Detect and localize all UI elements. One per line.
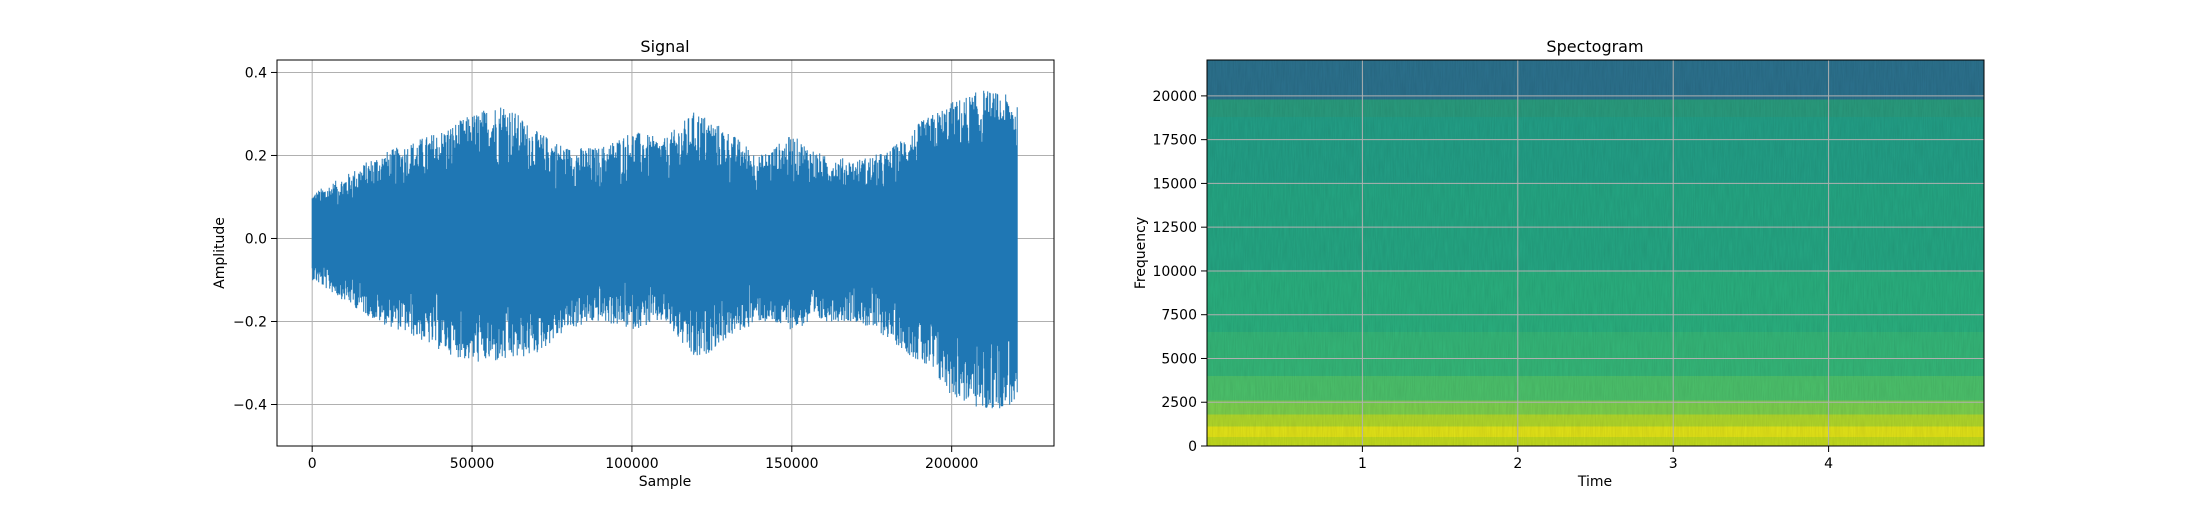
spectrogram-y-tick-label: 17500	[1152, 133, 1197, 149]
spectrogram-x-tick-label: 3	[1669, 456, 1678, 472]
spectrogram-y-tick-label: 10000	[1152, 264, 1197, 280]
signal-x-tick-label: 50000	[450, 456, 495, 472]
spectrogram-ticks: 1 2 3 4 0 2500 5000 7500 10000 12500 15000 17500 200…	[1152, 89, 1833, 472]
signal-ticks: 0 50000 100000 150000 200000 −0.4 −0.2 0.0 0.2 0.…	[233, 65, 978, 472]
spectrogram-y-tick-label: 0	[1188, 439, 1197, 455]
spectrogram-y-tick-label: 12500	[1152, 220, 1197, 236]
signal-chart: Signal 0 50000 100000 150000 200000−0.4−0.20…	[212, 37, 1055, 490]
signal-axes-frame	[276, 59, 1055, 447]
spectrogram-x-tick-label: 2	[1513, 456, 1522, 472]
signal-y-tick-label: 0.2	[245, 148, 267, 164]
spectrogram-grid	[1207, 60, 1984, 447]
spectrogram-y-tick-label: 7500	[1161, 308, 1197, 324]
signal-x-tick-label: 0	[308, 456, 317, 472]
spectrogram-y-tick-label: 15000	[1152, 176, 1197, 192]
spectrogram-x-axis-label: Time	[1577, 474, 1612, 490]
spectrogram-chart-title: Spectogram	[1546, 37, 1643, 56]
spectrogram-x-tick-label: 4	[1824, 456, 1833, 472]
signal-y-tick-label: 0.4	[245, 65, 267, 81]
spectrogram-y-axis-label: Frequency	[1133, 217, 1149, 289]
signal-y-tick-label: −0.2	[233, 314, 267, 330]
signal-chart-title: Signal	[640, 37, 689, 56]
signal-x-tick-label: 200000	[925, 456, 978, 472]
signal-x-tick-label: 150000	[765, 456, 818, 472]
signal-x-tick-label: 100000	[605, 456, 658, 472]
signal-y-axis-label: Amplitude	[212, 217, 228, 289]
spectrogram-y-tick-label: 2500	[1161, 395, 1197, 411]
signal-y-tick-label: −0.4	[233, 397, 267, 413]
spectrogram-texture	[1207, 60, 1984, 446]
spectrogram-chart: Spectogram 1 2 3 4 0 2500 5000 7500 10000 12500 15…	[1133, 37, 1985, 490]
spectrogram-y-tick-label: 20000	[1152, 89, 1197, 105]
signal-y-tick-label: 0.0	[245, 231, 267, 247]
spectrogram-x-tick-label: 1	[1358, 456, 1367, 472]
spectrogram-y-tick-label: 5000	[1161, 351, 1197, 367]
spectrogram-axes-frame	[1206, 59, 1985, 447]
signal-waveform	[311, 90, 1018, 409]
signal-x-axis-label: Sample	[639, 474, 692, 490]
